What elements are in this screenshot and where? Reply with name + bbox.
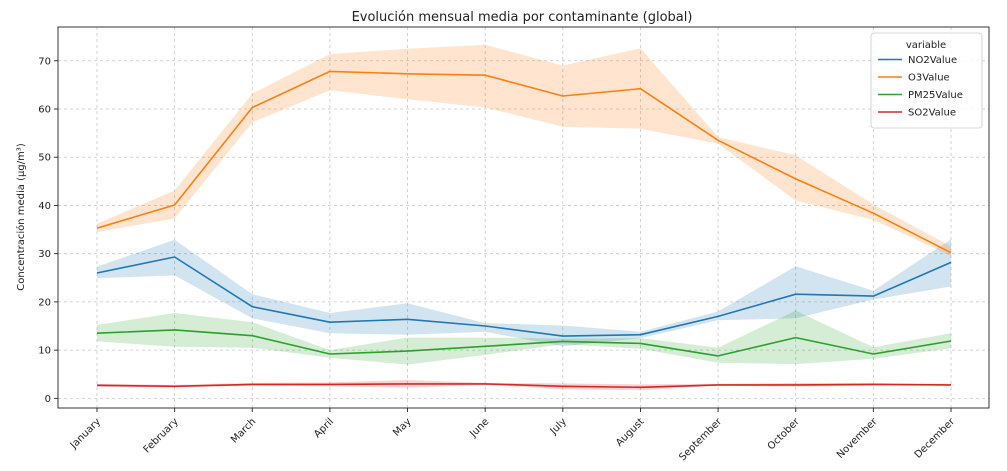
x-tick-label: March [229, 416, 258, 445]
y-tick-label: 30 [38, 249, 51, 260]
so2value-line [96, 383, 952, 389]
x-tick-label: February [142, 416, 181, 455]
y-tick-label: 70 [38, 56, 51, 67]
y-tick-label: 10 [38, 346, 51, 357]
plot-frame [57, 26, 990, 409]
x-axis-ticks: January February March April May June July Augu… [68, 408, 958, 463]
x-tick-label: January [68, 416, 103, 451]
x-tick-label: December [913, 416, 958, 461]
x-tick-label: May [391, 416, 413, 438]
pm25value-line [96, 329, 952, 357]
legend-label-so2value: SO2Value [908, 108, 956, 119]
x-tick-label: August [614, 416, 647, 449]
o3value-band [97, 44, 951, 257]
x-tick-label: September [677, 416, 724, 463]
grid [58, 27, 989, 408]
y-axis-ticks: 0 10 20 30 40 50 60 70 [38, 56, 58, 405]
x-tick-label: November [835, 416, 880, 461]
legend-title: variable [906, 40, 946, 51]
legend-items: NO2Value O3Value PM25Value SO2Value [878, 55, 963, 119]
legend-box [870, 32, 983, 129]
x-tick-label: June [467, 416, 491, 440]
legend-label-no2value: NO2Value [908, 55, 957, 66]
x-tick-label: October [766, 416, 803, 453]
series-lines [96, 70, 952, 389]
legend-label-pm25value: PM25Value [908, 90, 963, 101]
x-tick-label: July [548, 416, 569, 437]
y-tick-label: 0 [45, 394, 51, 405]
y-tick-label: 60 [38, 104, 51, 115]
y-axis-label: Concentración media (µg/m³) [15, 143, 27, 291]
legend-label-o3value: O3Value [908, 73, 950, 84]
y-tick-label: 20 [38, 297, 51, 308]
chart-title: Evolución mensual media por contaminante… [352, 10, 693, 25]
confidence-bands [97, 44, 951, 391]
no2value-line [96, 256, 952, 337]
legend: variable NO2Value O3Value PM25Value SO2Valu… [870, 32, 983, 129]
x-tick-label: April [312, 416, 336, 440]
no2value-band [97, 239, 951, 347]
y-tick-label: 40 [38, 201, 51, 212]
o3value-line [96, 70, 952, 254]
y-tick-label: 50 [38, 153, 51, 164]
